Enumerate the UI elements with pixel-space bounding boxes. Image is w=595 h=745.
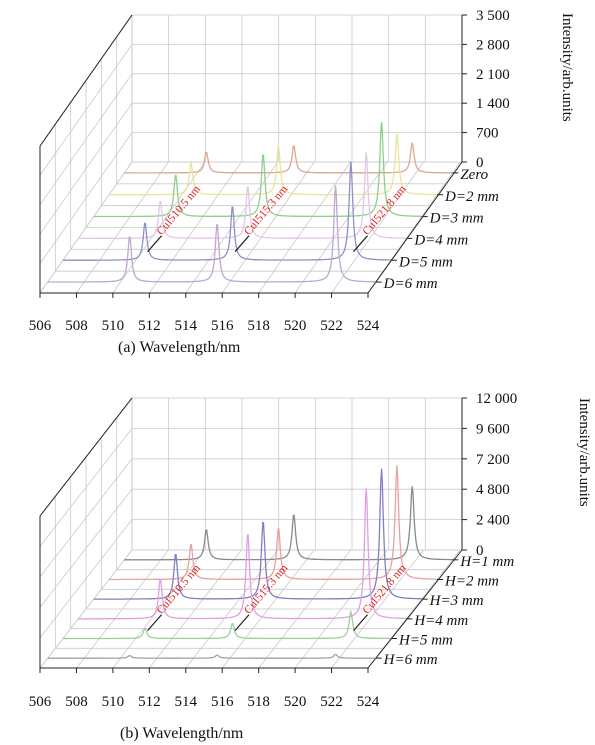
y-tick-label: 0 (476, 543, 484, 559)
depth-tick-label: H=1 mm (459, 554, 514, 570)
y-tick-label: 700 (476, 126, 499, 142)
annotation-arrow (353, 614, 368, 631)
y-tick-labels: 0 700 1 400 2 100 2 800 3 500 (462, 8, 510, 171)
annotation-arrow (147, 614, 163, 631)
spectrum-line-2 (109, 133, 437, 196)
axis-frame (39, 397, 463, 669)
left-wall-grid (39, 397, 133, 669)
y-tick-labels: 0 2 400 4 800 7 200 9 600 12 000 (462, 391, 517, 559)
x-tick-label: 506 (29, 694, 52, 710)
depth-tick-label: H=3 mm (429, 593, 484, 609)
depth-tick-labels: H=1 mm H=2 mm H=3 mm H=4 mm H=5 mm H=6 mm (375, 554, 514, 668)
x-tick-label: 520 (284, 318, 307, 334)
x-tick-label: 508 (65, 318, 88, 334)
x-tick-label: 522 (320, 318, 343, 334)
depth-tick-label: H=6 mm (383, 652, 438, 668)
y-tick-label: 9 600 (476, 421, 510, 437)
back-wall-grid (131, 397, 463, 551)
left-top-edge-line (39, 397, 133, 517)
x-tick-label: 510 (102, 318, 125, 334)
spectrum-line-6 (47, 185, 376, 283)
x-tick-label: 518 (247, 694, 270, 710)
chart-caption: (b) Wavelength/nm (120, 725, 244, 742)
x-tick-label: 512 (138, 318, 161, 334)
x-tick-label: 506 (29, 318, 52, 334)
x-tick-label: 520 (284, 694, 307, 710)
left-top-edge-line (39, 14, 133, 147)
annotation-arrow (234, 235, 250, 253)
x-tick-label: 516 (211, 694, 234, 710)
y-tick-label: 12 000 (476, 391, 517, 407)
depth-tick-label: D=2 mm (444, 189, 499, 205)
left-wall-grid (39, 14, 133, 294)
series-group (47, 465, 453, 659)
y-tick-label: 3 500 (476, 8, 510, 24)
annotation-arrow (147, 235, 163, 253)
y-tick-label: 4 800 (476, 482, 510, 498)
y-axis-label: Intensity/arb.units (576, 398, 592, 507)
annotation-arrow (353, 235, 368, 253)
series-group (47, 122, 453, 283)
spectrum-line-6 (47, 653, 376, 659)
y-tick-label: 1 400 (476, 96, 510, 112)
floor-grid (39, 161, 461, 294)
x-tick-label: 522 (320, 694, 343, 710)
x-tick-labels: 506 508 510 512 514 516 518 520 522 524 (29, 668, 380, 710)
depth-axis-line (367, 161, 463, 294)
depth-tick-label: D=4 mm (413, 232, 468, 248)
spectrum-line-1 (124, 142, 453, 174)
depth-tick-label: D=3 mm (429, 211, 484, 227)
x-tick-label: 510 (102, 694, 125, 710)
x-tick-label: 518 (247, 318, 270, 334)
x-tick-labels: 506 508 510 512 514 516 518 520 522 524 (29, 293, 380, 334)
depth-tick-labels: Zero D=2 mm D=3 mm D=4 mm D=5 mm D=6 mm (375, 167, 499, 292)
x-tick-label: 514 (175, 694, 198, 710)
spectrum-line-5 (63, 161, 391, 261)
spectrum-line-1 (124, 486, 453, 561)
chart-panel-a: 506 508 510 512 514 516 518 520 522 524 0 700 1 400 2… (29, 8, 575, 356)
spectrum-line-4 (78, 152, 407, 240)
back-wall-grid (131, 14, 463, 163)
depth-tick-label: H=4 mm (413, 613, 468, 629)
y-tick-label: 2 400 (476, 513, 510, 529)
x-tick-label: 524 (357, 694, 380, 710)
x-tick-label: 524 (357, 318, 380, 334)
depth-tick-label: D=6 mm (383, 276, 438, 292)
x-tick-label: 514 (175, 318, 198, 334)
y-tick-label: 2 800 (476, 37, 510, 53)
y-tick-label: 0 (476, 155, 484, 171)
x-tick-label: 516 (211, 318, 234, 334)
x-tick-label: 508 (65, 694, 88, 710)
spectrum-line-3 (93, 122, 422, 218)
spectrum-line-3 (93, 468, 422, 600)
depth-tick-label: H=5 mm (398, 633, 453, 649)
y-axis-label: Intensity/arb.units (559, 13, 575, 122)
depth-tick-label: H=2 mm (444, 574, 499, 590)
chart-panel-b: 506 508 510 512 514 516 518 520 522 524 0 2 400 4 80… (29, 391, 592, 742)
depth-axis-line (367, 549, 463, 669)
y-tick-label: 7 200 (476, 452, 510, 468)
y-tick-label: 2 100 (476, 67, 510, 83)
axis-frame (39, 14, 463, 294)
annotation-arrow (234, 614, 250, 631)
x-tick-label: 512 (138, 694, 161, 710)
spectrum-line-5 (63, 609, 391, 640)
spectrum-line-2 (109, 465, 437, 581)
depth-tick-label: Zero (460, 167, 488, 183)
chart-caption: (a) Wavelength/nm (118, 339, 241, 356)
depth-tick-label: D=5 mm (398, 254, 453, 270)
